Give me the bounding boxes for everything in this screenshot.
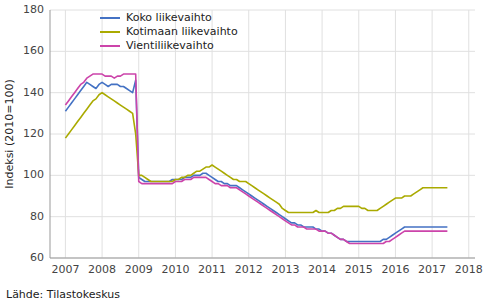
x-tick-label: 2016 bbox=[381, 263, 409, 276]
y-grid-line bbox=[50, 92, 475, 93]
x-tick-label: 2014 bbox=[308, 263, 336, 276]
y-axis-label: Indeksi (2010=100) bbox=[3, 79, 16, 188]
y-grid-line bbox=[50, 258, 475, 259]
x-tick-label: 2010 bbox=[161, 263, 189, 276]
x-tick-label: 2007 bbox=[51, 263, 79, 276]
legend-label: Vientiliikevaihto bbox=[126, 39, 214, 52]
x-tick-label: 2017 bbox=[418, 263, 446, 276]
y-axis-line bbox=[50, 10, 51, 258]
y-grid-line bbox=[50, 51, 475, 52]
y-grid-line bbox=[50, 10, 475, 11]
y-tick-label: 100 bbox=[23, 168, 44, 181]
y-tick-label: 80 bbox=[30, 210, 44, 223]
grid bbox=[50, 10, 475, 258]
y-tick-label: 120 bbox=[23, 127, 44, 140]
legend: Koko liikevaihtoKotimaan liikevaihtoVien… bbox=[100, 11, 238, 52]
x-tick-label: 2012 bbox=[235, 263, 263, 276]
x-grid-line bbox=[432, 10, 433, 258]
y-tick-label: 60 bbox=[30, 251, 44, 264]
x-grid-line bbox=[468, 10, 469, 258]
y-tick-label: 180 bbox=[23, 3, 44, 16]
axes: 60 80 100 120 140 160 180 2007 2008 2009 2010 2011 2… bbox=[23, 3, 483, 276]
y-tick-label: 160 bbox=[23, 44, 44, 57]
x-tick-label: 2011 bbox=[198, 263, 226, 276]
x-axis-line bbox=[50, 258, 475, 259]
legend-swatch bbox=[100, 31, 120, 33]
legend-swatch bbox=[100, 45, 120, 47]
x-tick-label: 2009 bbox=[125, 263, 153, 276]
x-tick-label: 2015 bbox=[345, 263, 373, 276]
x-grid-line bbox=[65, 10, 66, 258]
source-note: Lähde: Tilastokeskus bbox=[6, 288, 120, 301]
x-grid-line bbox=[395, 10, 396, 258]
y-tick-label: 140 bbox=[23, 86, 44, 99]
series-lines bbox=[65, 74, 447, 243]
legend-label: Koko liikevaihto bbox=[126, 11, 212, 24]
y-grid-line bbox=[50, 216, 475, 217]
x-grid-line bbox=[322, 10, 323, 258]
x-tick-label: 2008 bbox=[88, 263, 116, 276]
series-line bbox=[65, 93, 447, 213]
x-tick-label: 2018 bbox=[455, 263, 483, 276]
chart: 60 80 100 120 140 160 180 2007 2008 2009 2010 2011 2… bbox=[0, 0, 493, 304]
legend-swatch bbox=[100, 17, 120, 19]
x-grid-line bbox=[248, 10, 249, 258]
series-line bbox=[65, 74, 447, 243]
legend-label: Kotimaan liikevaihto bbox=[126, 25, 238, 38]
x-grid-line bbox=[102, 10, 103, 258]
y-grid-line bbox=[50, 134, 475, 135]
y-grid-line bbox=[50, 175, 475, 176]
x-grid-line bbox=[358, 10, 359, 258]
series-line bbox=[65, 80, 447, 241]
x-tick-label: 2013 bbox=[271, 263, 299, 276]
